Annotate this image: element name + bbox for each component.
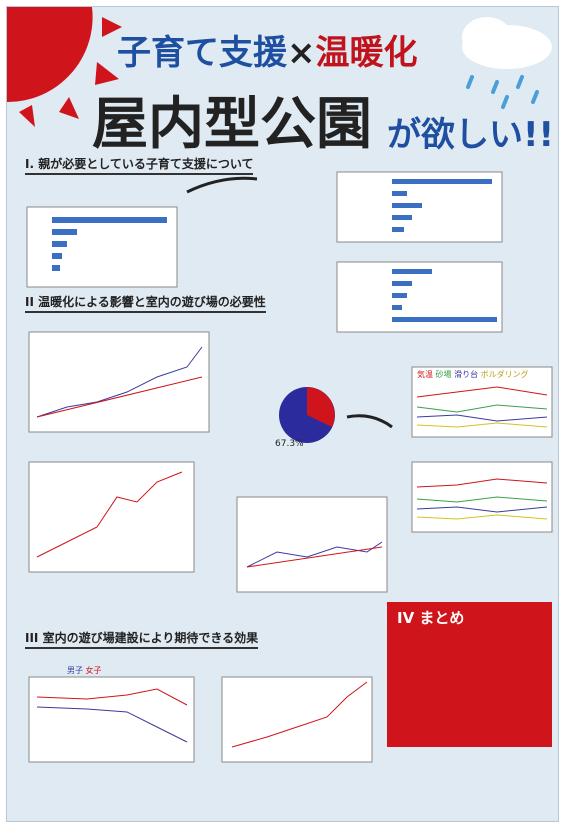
legend: 気温 砂場 滑り台 ボルダリング [417,369,529,380]
title-line1: 子育て支援×温暖化 [117,25,418,74]
poster: 子育て支援×温暖化 屋内型公園 が欲しい!! I. 親が必要としている子育て支援… [6,6,559,822]
section-heading: II 温暖化による影響と室内の遊び場の必要性 [25,293,266,313]
title-main: 屋内型公園 [92,92,372,157]
legend: 男子 女子 [67,665,102,676]
legend-item: 砂場 [435,370,452,379]
section-heading: I. 親が必要としている子育て支援について [25,155,254,175]
rain [466,75,539,109]
title-part: 子育て支援 [117,33,287,73]
sun [7,7,93,103]
section-heading: IV まとめ [397,609,465,627]
sun-rays [19,17,122,127]
section-heading: III 室内の遊び場建設により期待できる効果 [25,629,259,649]
legend-item: 女子 [85,666,102,675]
legend-item: 気温 [417,370,433,379]
title-part: 温暖化 [315,33,418,73]
pie-label: 67.3% [275,439,304,449]
title-times: × [287,33,316,73]
title-suffix: が欲しい!! [387,115,555,155]
cloud [462,17,512,57]
legend-item: 滑り台 [454,370,479,379]
summary-box [387,602,552,747]
legend-item: ボルダリング [480,370,529,379]
decor [7,7,553,763]
legend-item: 男子 [67,666,83,675]
